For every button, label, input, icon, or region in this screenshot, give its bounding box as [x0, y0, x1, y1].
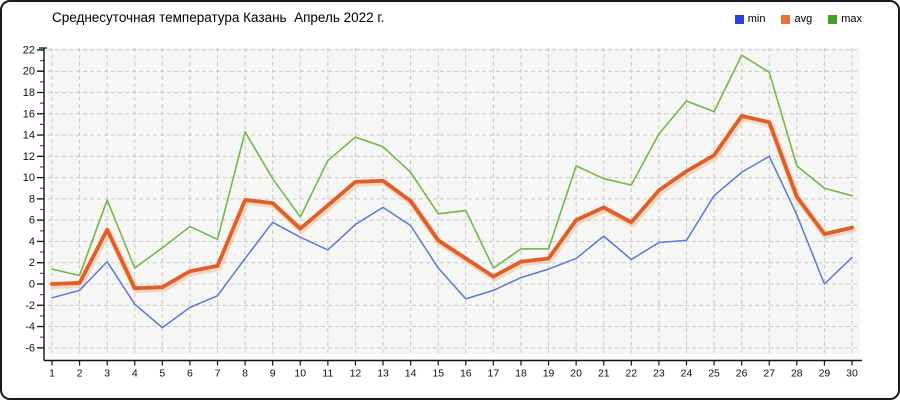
x-tick-label: 28	[791, 368, 803, 380]
y-tick-label: -4	[25, 321, 35, 333]
y-tick-label: 4	[29, 236, 35, 248]
x-tick-label: 18	[515, 368, 527, 380]
plot-background	[48, 48, 860, 354]
x-tick-label: 26	[736, 368, 748, 380]
y-tick-label: 20	[23, 66, 35, 78]
legend-label-max: max	[841, 13, 862, 25]
x-tick-label: 14	[405, 368, 417, 380]
x-tick-label: 19	[543, 368, 555, 380]
x-tick-label: 20	[570, 368, 582, 380]
x-tick-label: 11	[322, 368, 333, 380]
y-tick-label: 8	[29, 193, 35, 205]
x-tick-label: 9	[270, 368, 276, 380]
y-tick-label: -6	[25, 342, 35, 354]
y-tick-label: 2	[29, 257, 35, 269]
y-tick-label: 14	[23, 130, 35, 142]
x-tick-label: 8	[242, 368, 248, 380]
x-tick-label: 27	[763, 368, 775, 380]
avg-series-swatch-icon	[781, 14, 791, 24]
avg-line	[50, 113, 854, 291]
y-tick-label: 18	[23, 87, 35, 99]
x-tick-label: 15	[432, 368, 444, 380]
max-line	[51, 54, 853, 277]
legend-label-avg: avg	[794, 13, 813, 25]
x-tick-label: 29	[819, 368, 831, 380]
y-tick-label: 6	[29, 215, 35, 227]
x-tick-label: 3	[104, 368, 110, 380]
y-tick-label: 12	[23, 151, 35, 163]
max-series-swatch-icon	[828, 14, 838, 24]
legend-item-max: max	[828, 13, 862, 25]
min-series-swatch-icon	[734, 14, 744, 24]
x-tick-label: 24	[681, 368, 693, 380]
legend-item-avg: avg	[781, 13, 812, 25]
y-tick-label: 22	[23, 44, 35, 56]
x-tick-label: 2	[77, 368, 83, 380]
legend-item-min: min	[734, 13, 766, 25]
x-tick-label: 5	[159, 368, 165, 380]
x-tick-label: 6	[187, 368, 193, 380]
x-tick-label: 12	[350, 368, 362, 380]
x-tick-label: 16	[460, 368, 472, 380]
x-tick-label: 4	[132, 368, 138, 380]
legend: min avg max	[734, 13, 862, 25]
x-tick-label: 13	[377, 368, 389, 380]
min-line	[51, 155, 853, 329]
x-tick-label: 17	[488, 368, 500, 380]
x-tick-label: 22	[625, 368, 637, 380]
page-title: Среднесуточная температура Казань Апрель…	[52, 10, 385, 25]
y-tick-label: 16	[23, 108, 35, 120]
x-tick-label: 23	[653, 368, 665, 380]
legend-label-min: min	[747, 13, 766, 25]
y-tick-label: 10	[23, 172, 35, 184]
x-tick-label: 1	[49, 368, 55, 380]
x-tick-label: 21	[598, 368, 610, 380]
y-tick-label: 0	[29, 279, 35, 291]
x-tick-label: 25	[708, 368, 720, 380]
x-tick-label: 7	[215, 368, 221, 380]
y-tick-label: -2	[25, 300, 35, 312]
x-tick-label: 30	[846, 368, 858, 380]
x-tick-label: 10	[294, 368, 306, 380]
